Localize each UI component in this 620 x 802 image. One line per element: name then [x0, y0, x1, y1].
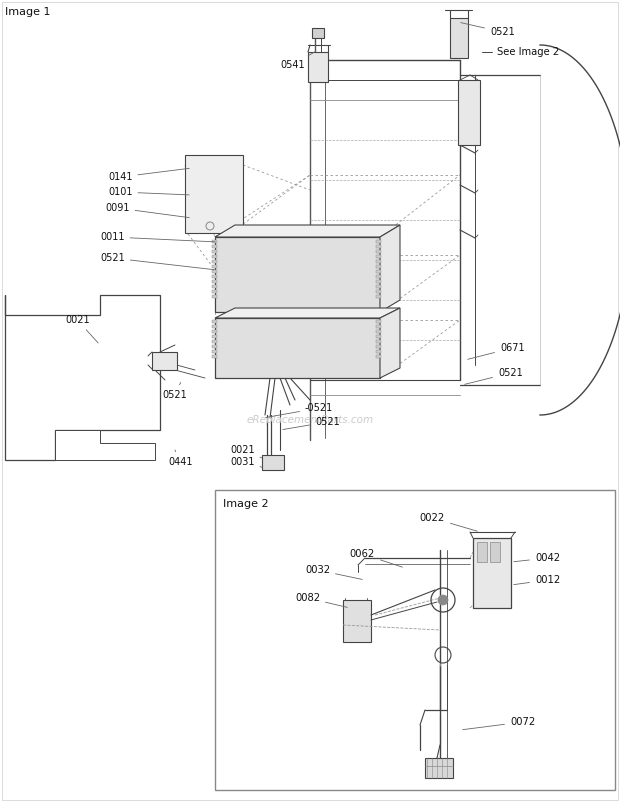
Bar: [376, 355, 381, 358]
Bar: [308, 52, 328, 82]
Bar: [376, 335, 381, 338]
Bar: [212, 290, 217, 293]
Bar: [215, 237, 380, 312]
Bar: [477, 542, 487, 562]
Bar: [458, 80, 480, 145]
Text: See Image 2: See Image 2: [497, 47, 559, 57]
Bar: [490, 542, 500, 562]
Text: 0042: 0042: [514, 553, 560, 563]
Bar: [152, 352, 177, 370]
Bar: [212, 295, 217, 298]
Bar: [312, 28, 324, 38]
Bar: [376, 295, 381, 298]
Bar: [450, 18, 468, 58]
Bar: [376, 270, 381, 273]
Bar: [185, 155, 243, 233]
Text: 0541: 0541: [280, 51, 316, 70]
Bar: [212, 280, 217, 283]
Text: 0671: 0671: [467, 343, 525, 359]
Bar: [212, 245, 217, 248]
Bar: [212, 335, 217, 338]
Bar: [212, 275, 217, 278]
Text: 0521: 0521: [100, 253, 215, 269]
Text: 0082: 0082: [295, 593, 347, 607]
Bar: [212, 345, 217, 348]
Bar: [376, 330, 381, 333]
Bar: [376, 260, 381, 263]
Bar: [376, 285, 381, 288]
Bar: [376, 345, 381, 348]
Bar: [376, 255, 381, 258]
Bar: [212, 350, 217, 353]
Text: 0062: 0062: [350, 549, 402, 567]
Bar: [212, 250, 217, 253]
Text: 0091: 0091: [105, 203, 189, 217]
Text: 0521: 0521: [465, 368, 523, 384]
Bar: [376, 350, 381, 353]
Text: eReplacementParts.com: eReplacementParts.com: [246, 415, 374, 425]
Bar: [376, 280, 381, 283]
Bar: [212, 355, 217, 358]
Text: 0521: 0521: [283, 417, 340, 430]
Bar: [376, 250, 381, 253]
Bar: [212, 265, 217, 268]
Polygon shape: [215, 308, 400, 318]
Bar: [376, 340, 381, 343]
Text: 0441: 0441: [168, 450, 192, 467]
Text: 0021: 0021: [230, 445, 262, 458]
Bar: [376, 265, 381, 268]
Bar: [376, 245, 381, 248]
Polygon shape: [55, 430, 155, 460]
Text: 0022: 0022: [420, 513, 477, 531]
Bar: [212, 325, 217, 328]
Bar: [376, 325, 381, 328]
Bar: [212, 340, 217, 343]
Text: 0521: 0521: [162, 383, 187, 400]
Bar: [262, 455, 284, 470]
Bar: [343, 600, 371, 642]
Polygon shape: [380, 308, 400, 378]
Bar: [425, 758, 453, 778]
Bar: [212, 330, 217, 333]
Text: 0012: 0012: [514, 575, 560, 585]
Text: Image 2: Image 2: [223, 499, 268, 509]
Text: -0521: -0521: [266, 403, 334, 418]
Text: 0521: 0521: [461, 22, 515, 37]
Text: 0021: 0021: [65, 315, 98, 343]
Bar: [212, 285, 217, 288]
Polygon shape: [380, 225, 400, 312]
Text: 0031: 0031: [230, 457, 262, 468]
Circle shape: [438, 595, 448, 605]
Bar: [473, 538, 511, 608]
Bar: [215, 490, 615, 790]
Bar: [212, 255, 217, 258]
Bar: [376, 290, 381, 293]
Bar: [376, 320, 381, 323]
Polygon shape: [5, 295, 160, 460]
Bar: [376, 240, 381, 243]
Bar: [212, 320, 217, 323]
Bar: [212, 270, 217, 273]
Bar: [212, 260, 217, 263]
Bar: [212, 240, 217, 243]
Bar: [376, 275, 381, 278]
Text: 0011: 0011: [100, 232, 215, 242]
Text: 0032: 0032: [305, 565, 362, 579]
Text: Image 1: Image 1: [5, 7, 50, 17]
Bar: [215, 318, 380, 378]
Polygon shape: [215, 225, 400, 237]
Text: 0141: 0141: [108, 168, 189, 182]
Text: 0072: 0072: [463, 717, 535, 730]
Text: 0101: 0101: [108, 187, 189, 197]
